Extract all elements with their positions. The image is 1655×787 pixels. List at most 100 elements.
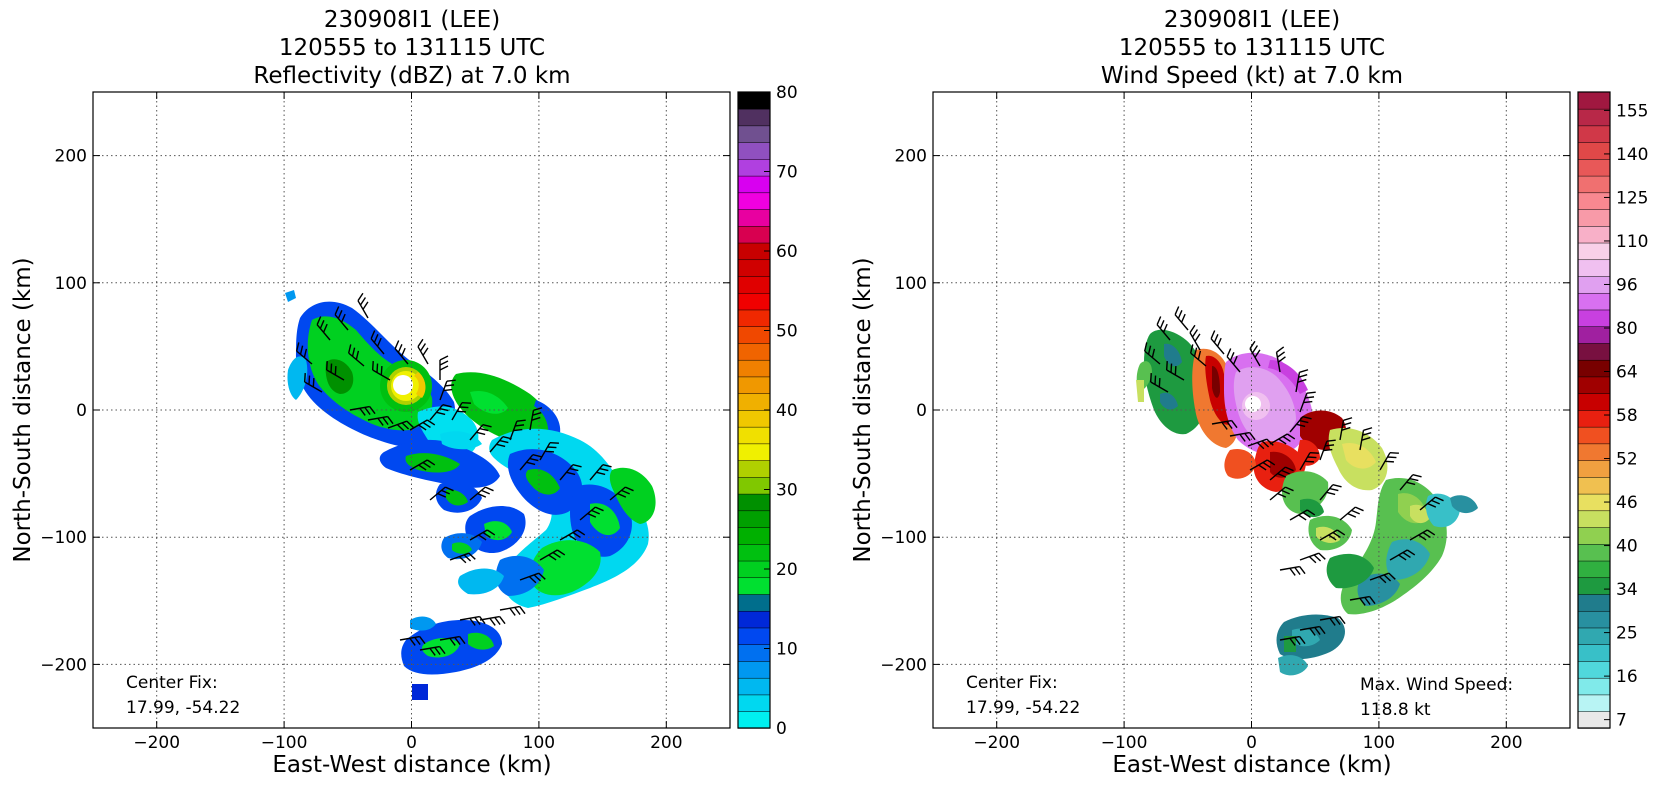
wind-barb-flag [1276,351,1285,358]
wind-barb [357,292,369,319]
wind-barb-flag [499,439,509,444]
wind-barb-staff [589,464,604,481]
wind-barb-flag [568,534,577,541]
wind-barb-flag [1249,432,1256,441]
wind-barb-staff [409,459,428,471]
wind-barb-flag [1266,459,1276,466]
wind-barb-staff [1189,332,1201,351]
colorbar-swatch [737,510,771,528]
wind-barb-flag [1159,320,1165,329]
colorbar-swatch [737,627,771,645]
wind-barb-flag [359,407,366,416]
wind-barb-flag [1378,576,1387,584]
wind-barb-flag [312,378,315,388]
wind-barb-flag [419,343,427,352]
wind-barb [303,373,323,393]
wind-barb-flag [478,534,487,541]
wind-barb-flag [414,636,421,645]
wind-barb [1319,615,1346,626]
wind-barb-flag [1149,373,1152,383]
wind-barb-staff [1229,431,1250,437]
wind-barb-flag [459,406,469,409]
wind-barb [429,403,452,421]
axis-ticks: −200 −100 0 100 200 −200 −100 0 100 200 [880,92,1570,753]
wind-barb-flag [547,446,557,449]
x-tick-label: −200 [973,733,1020,753]
wind-barb-flag [1298,514,1307,521]
wind-barb-flag [1231,420,1238,429]
wind-barb-flag [479,616,486,625]
colorbar-swatch [1577,543,1611,562]
wind-barb-flag [449,637,456,646]
colorbar-tick-label: 52 [1616,450,1638,470]
wind-barb-flag [552,551,561,559]
wind-barb [449,552,476,564]
wind-barbs [295,292,634,656]
colorbar-swatch [737,275,771,294]
wind-barb-staff [449,552,470,561]
chart-title-line-2: 120555 to 131115 UTC [1119,35,1385,61]
wind-barb-flag [1239,433,1246,442]
wind-barb-staff [519,454,534,471]
wind-barb-flag [1326,491,1336,496]
wind-barb [509,419,526,441]
colorbar-swatch [737,108,771,127]
wind-barb-flag [397,344,403,353]
colorbar-swatch [1577,91,1611,110]
colorbar-swatch [737,443,771,461]
colorbar-swatch [1577,376,1611,394]
wind-barb [1299,625,1326,636]
y-tick-label: 200 [895,147,927,167]
wind-barb-flag [1306,391,1316,394]
colorbar-swatch [1577,108,1611,127]
wind-barb-flag [1277,492,1287,498]
x-tick-label: 200 [650,733,682,753]
wind-barb-flag [1384,460,1394,463]
wind-barb-staff [1419,496,1436,511]
wind-barb-flag [316,316,322,325]
wind-barb-flag [595,506,604,512]
wind-barb [316,316,331,341]
wind-barb-flag [380,366,383,376]
colorbar-swatch [1577,526,1611,545]
wind-barb-staff [1166,369,1185,381]
wind-barb-flag [486,529,496,536]
max-wind-speed-value: 118.8 kt [1360,700,1431,720]
wind-barb-flag [1286,433,1296,440]
wind-barb [451,401,471,421]
wind-barb-flag [477,492,487,498]
wind-barb-flag [1256,442,1265,450]
colorbar-swatch [737,225,771,244]
wind-barb-staff [1319,615,1340,621]
wind-barb [1299,451,1319,471]
x-tick-label: 200 [1490,733,1522,753]
y-tick-label: 200 [55,147,87,167]
wind-barb-flag [532,412,542,416]
reflectivity-colorbar: 0 10 20 30 40 50 60 70 80 [737,83,798,739]
wind-barb [1247,438,1274,450]
wind-barb-flag [401,422,410,430]
wind-barb-flag [439,407,449,412]
wind-barb-flag [1285,486,1294,492]
y-axis-label: North-South distance (km) [850,257,876,562]
wind-barb-flag [1229,352,1235,361]
wind-barb-flag [1278,438,1287,445]
wind-barb-staff [316,324,331,341]
colorbar-tick-label: 64 [1616,363,1638,383]
wind-barb-staff [439,635,460,641]
wind-barb-flag [1347,512,1357,518]
wind-barb [1295,369,1309,393]
wind-barb [1339,417,1353,441]
wind-barb-flag [482,423,492,428]
wind-barb-flag [1336,529,1346,536]
wind-barb-flag [528,576,537,584]
wind-barb [295,342,313,365]
wind-barb-flag [422,421,431,429]
wind-barb-flag [1262,461,1271,469]
wind-barb-flag [1244,432,1251,441]
wind-barb [519,453,542,471]
wind-barb-flag [422,347,429,356]
reflectivity-panel: 230908I1 (LEE) 120555 to 131115 UTC Refl… [10,7,798,778]
wind-barb-flag [1226,420,1233,429]
wind-barb-flag [463,554,472,562]
